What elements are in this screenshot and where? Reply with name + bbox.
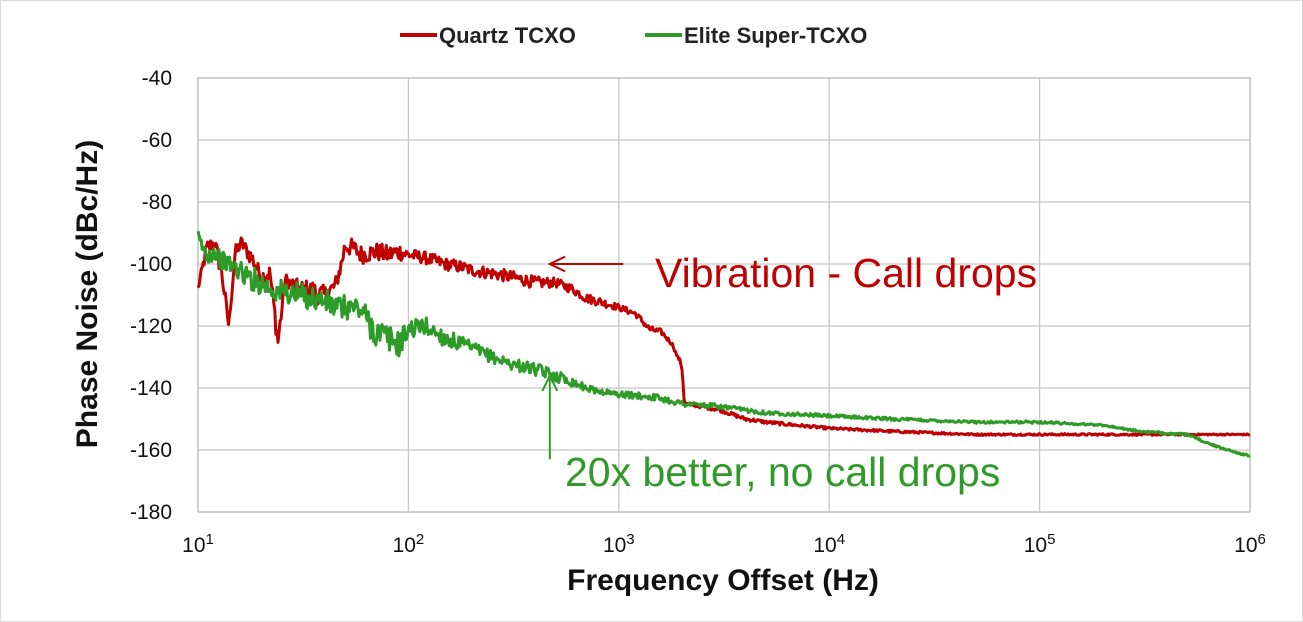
x-tick-label: 103 — [603, 531, 635, 557]
series-line-elite-super-tcxo — [196, 230, 1251, 458]
legend-label-quartz: Quartz TCXO — [439, 23, 576, 48]
y-tick-label: -100 — [130, 253, 172, 276]
y-tick-label: -160 — [130, 439, 172, 462]
legend-label-elite: Elite Super-TCXO — [684, 23, 867, 48]
annotation-better: 20x better, no call drops — [541, 373, 1000, 495]
annotation-better-text: 20x better, no call drops — [565, 449, 1000, 495]
x-tick-label: 106 — [1234, 531, 1266, 557]
annotation-better-arrowhead — [541, 373, 559, 392]
annotation-vibration: Vibration - Call drops — [547, 250, 1037, 296]
y-tick-labels: -40 -60 -80 -100 -120 -140 -160 -180 — [130, 67, 172, 524]
y-tick-label: -180 — [130, 501, 172, 524]
data-series — [196, 230, 1251, 458]
plot-area-border — [197, 77, 1251, 513]
legend: Quartz TCXO Elite Super-TCXO — [400, 23, 867, 48]
x-tick-label: 105 — [1024, 531, 1056, 557]
annotation-vibration-text: Vibration - Call drops — [655, 250, 1037, 296]
x-tick-label: 101 — [182, 531, 214, 557]
y-tick-label: -80 — [142, 191, 172, 214]
y-tick-label: -120 — [130, 315, 172, 338]
x-axis-title: Frequency Offset (Hz) — [567, 564, 879, 597]
y-tick-label: -40 — [142, 67, 172, 90]
annotation-vibration-arrowhead — [547, 255, 566, 273]
gridlines — [197, 77, 1251, 513]
y-axis-title: Phase Noise (dBc/Hz) — [71, 140, 104, 448]
x-tick-labels: 101 102 103 104 105 106 — [182, 531, 1266, 557]
y-tick-label: -140 — [130, 377, 172, 400]
x-tick-label: 102 — [393, 531, 425, 557]
y-tick-label: -60 — [142, 129, 172, 152]
series-line-quartz-tcxo — [196, 236, 1251, 437]
x-tick-label: 104 — [813, 531, 845, 557]
